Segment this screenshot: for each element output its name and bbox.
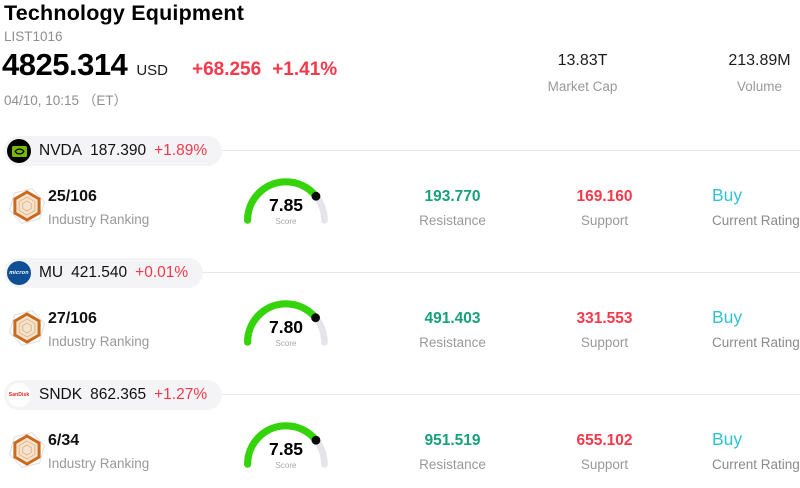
ticker-symbol: MU [39,264,64,281]
resistance-block: 193.770 Resistance [375,188,530,228]
quote-timestamp: 04/10, 10:15 （ET） [4,93,128,108]
stock-row-nvda: NVDA 187.390 +1.89% 25/106 Industry Rank… [0,136,800,258]
ranking-label: Industry Ranking [48,334,150,349]
rating-label: Current Rating [712,457,800,472]
score-label: Score [275,461,297,470]
market-cap-label: Market Cap [547,79,618,94]
stock-row-sndk: SanDisk SNDK 862.365 +1.27% 6/34 Industr… [0,380,800,488]
gauge-needle-dot [311,435,321,445]
ticker-change: +1.89% [154,142,208,159]
support-label: Support [580,457,629,472]
market-cap-value: 13.83T [557,52,608,69]
rating-label: Current Rating [712,335,800,350]
ticker-pill-mu[interactable]: micron MU 421.540 +0.01% [4,258,204,288]
current-rating-block: Buy Current Rating [712,307,800,350]
rating-label: Current Rating [712,213,800,228]
price-change-pct: +1.41% [272,59,338,80]
ranking-value: 25/106 [48,188,97,205]
support-value: 331.553 [576,310,633,327]
resistance-value: 491.403 [424,310,481,327]
score-value: 7.85 [268,439,304,459]
stock-row-mu: micron MU 421.540 +0.01% 27/106 Industry… [0,258,800,380]
resistance-label: Resistance [419,457,486,472]
score-gauge: 7.85 Score [238,170,334,240]
ticker-symbol: SNDK [39,386,83,403]
score-value: 7.85 [268,195,304,215]
support-block: 331.553 Support [527,310,682,350]
current-rating-block: Buy Current Rating [712,429,800,472]
nvidia-logo-icon [7,139,31,163]
volume-value: 213.89M [728,52,791,69]
ticker-change: +1.27% [154,386,208,403]
score-value: 7.80 [268,317,304,337]
index-price: 4825.314 [2,47,128,82]
currency-label: USD [136,62,168,79]
support-label: Support [580,335,629,350]
resistance-value: 193.770 [424,188,481,205]
score-gauge: 7.85 Score [238,414,334,484]
volume-label: Volume [736,79,783,94]
ticker-price: 421.540 [71,264,128,281]
resistance-block: 951.519 Resistance [375,432,530,472]
industry-ranking-badge-icon [8,188,46,224]
ticker-symbol: NVDA [39,142,83,159]
price-change-abs: +68.256 [191,59,262,80]
ranking-label: Industry Ranking [48,456,150,471]
row-divider [10,394,800,395]
support-block: 169.160 Support [527,188,682,228]
price-line: 4825.314 USD +68.256 +1.41% [2,47,337,83]
volume-stat: 213.89M Volume [697,52,800,94]
sandisk-logo-icon: SanDisk [7,383,31,407]
row-divider [10,150,800,151]
score-label: Score [275,217,297,226]
market-cap-stat: 13.83T Market Cap [520,52,645,94]
resistance-block: 491.403 Resistance [375,310,530,350]
support-value: 655.102 [576,432,633,449]
support-value: 169.160 [576,188,633,205]
ticker-change: +0.01% [135,264,189,281]
ticker-price: 862.365 [90,386,147,403]
industry-ranking: 25/106 Industry Ranking [48,188,149,227]
rating-value: Buy [712,307,743,327]
gauge-needle-dot [311,191,321,201]
industry-ranking: 27/106 Industry Ranking [48,310,149,349]
resistance-label: Resistance [419,335,486,350]
support-block: 655.102 Support [527,432,682,472]
micron-logo-icon: micron [7,261,31,285]
row-divider [10,272,800,273]
ticker-price: 187.390 [90,142,147,159]
ticker-pill-nvda[interactable]: NVDA 187.390 +1.89% [4,136,223,166]
gauge-needle-dot [311,313,321,323]
resistance-value: 951.519 [424,432,481,449]
page-title: Technology Equipment [4,1,245,25]
rating-value: Buy [712,429,743,449]
rating-value: Buy [712,185,743,205]
ranking-value: 6/34 [48,432,80,449]
score-gauge: 7.80 Score [238,292,334,362]
industry-ranking-badge-icon [8,432,46,468]
industry-ranking: 6/34 Industry Ranking [48,432,149,471]
ranking-value: 27/106 [48,310,97,327]
resistance-label: Resistance [419,213,486,228]
ticker-pill-sndk[interactable]: SanDisk SNDK 862.365 +1.27% [4,380,223,410]
current-rating-block: Buy Current Rating [712,185,800,228]
industry-ranking-badge-icon [8,310,46,346]
ranking-label: Industry Ranking [48,212,150,227]
list-id: LIST1016 [4,29,63,44]
score-label: Score [275,339,297,348]
support-label: Support [580,213,629,228]
